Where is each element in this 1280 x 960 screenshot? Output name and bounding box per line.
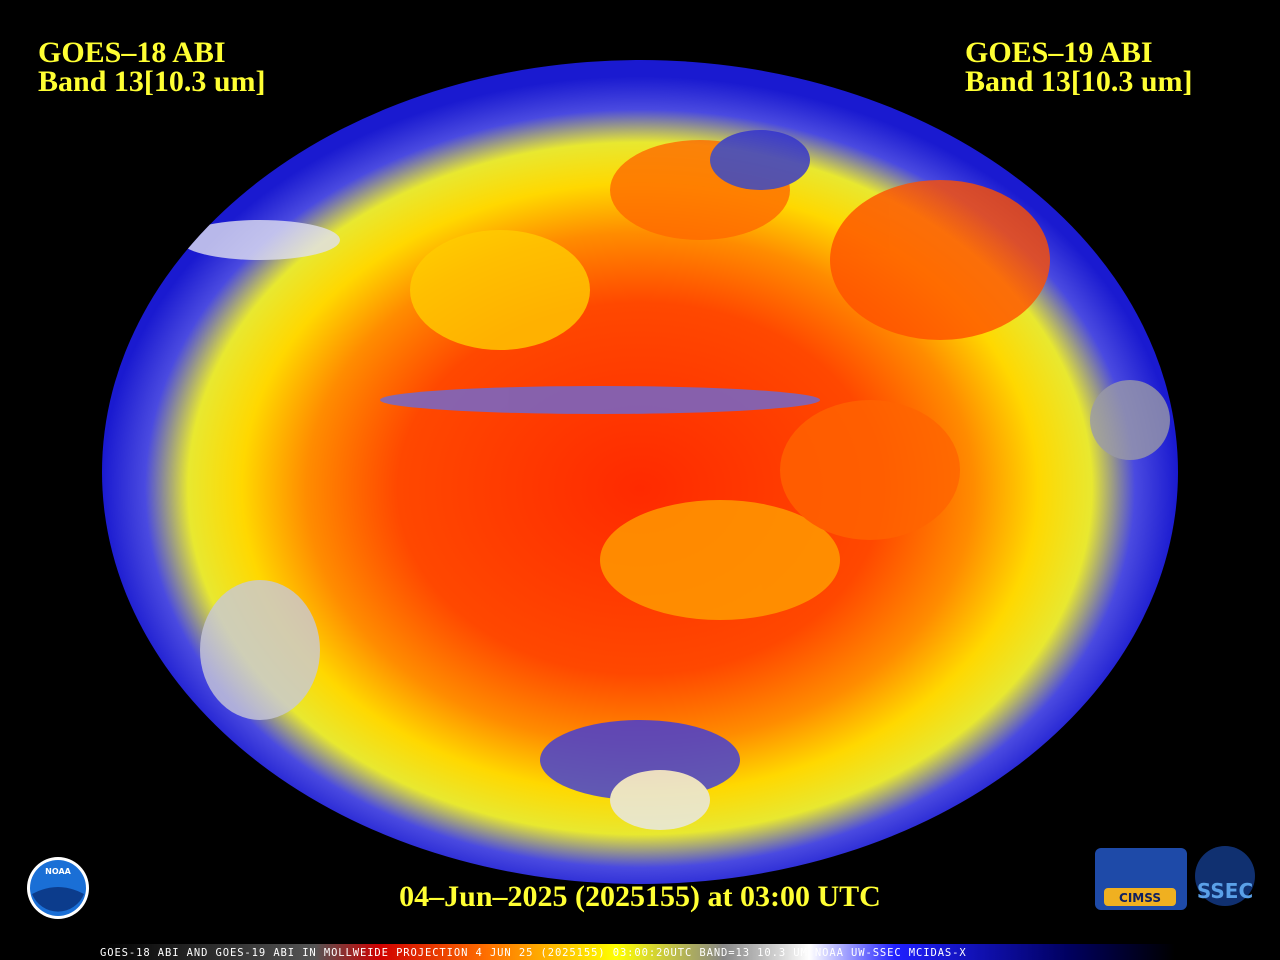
cloud-features	[180, 130, 1170, 830]
cimss-text: CIMSS	[1119, 891, 1161, 905]
footer-caption: GOES-18 ABI AND GOES-19 ABI IN MOLLWEIDE…	[100, 947, 967, 959]
noaa-logo: NOAA	[27, 857, 89, 919]
right-title: GOES–19 ABI	[965, 36, 1153, 69]
color-bar	[100, 944, 1175, 960]
right-band: Band 13[10.3 um]	[965, 65, 1193, 98]
left-band: Band 13[10.3 um]	[38, 65, 266, 98]
ssec-logo: SSEC	[1195, 846, 1255, 906]
ssec-text: SSEC	[1197, 879, 1253, 903]
noaa-text: NOAA	[45, 867, 71, 876]
left-title: GOES–18 ABI	[38, 36, 226, 69]
timestamp: 04–Jun–2025 (2025155) at 03:00 UTC	[399, 880, 881, 913]
cimss-logo: CIMSS	[1095, 848, 1187, 910]
